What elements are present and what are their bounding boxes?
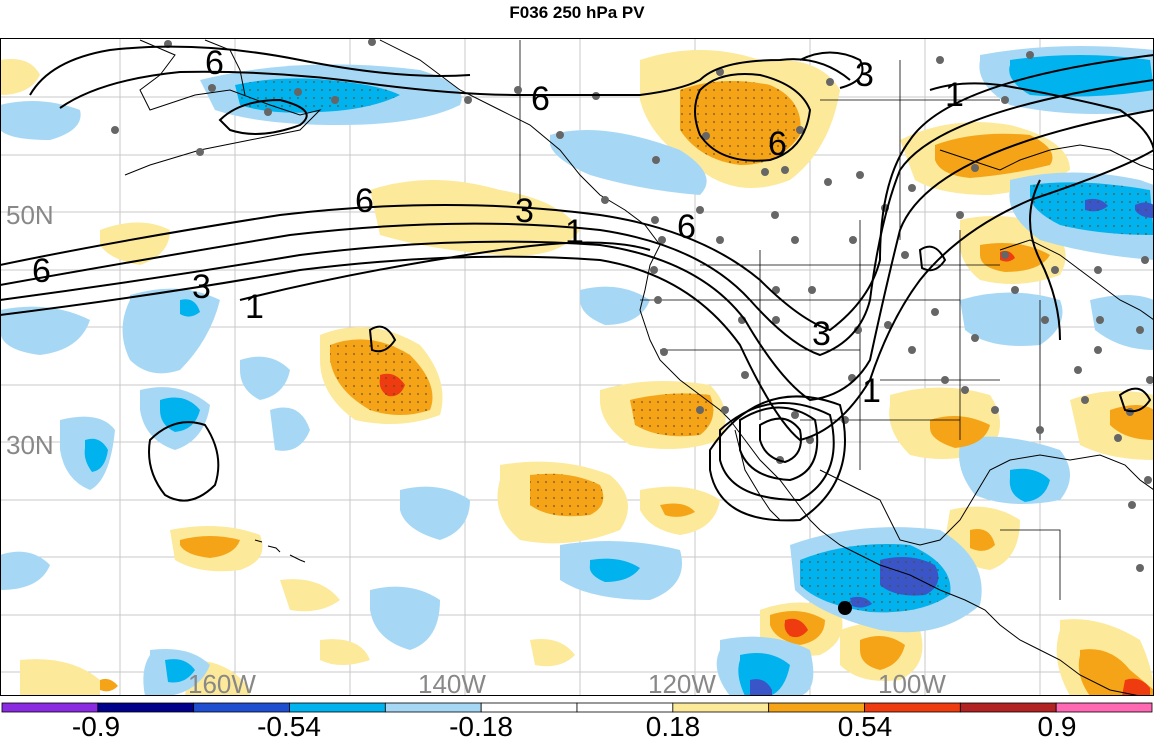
contour-label-3-west: 3 (192, 268, 211, 306)
contour-label-6-coast: 6 (677, 208, 696, 246)
contour-label-1-pacific: 1 (565, 213, 584, 251)
contour-label-6-alaska: 6 (205, 44, 224, 82)
lon-label-120w: 120W (648, 669, 716, 699)
lon-label-100w: 100W (878, 669, 946, 699)
pv-contours (0, 45, 1154, 522)
contour-label-3-south: 3 (812, 315, 831, 353)
state-borders (519, 40, 1061, 600)
coastlines (124, 39, 1154, 696)
colorbar-label-0.9: 0.9 (1038, 711, 1077, 739)
contour-label-3-north: 3 (855, 56, 874, 94)
colorbar-label-0.54: 0.54 (838, 711, 893, 739)
contour-label-6-gulf: 6 (531, 80, 550, 118)
lon-label-140w: 140W (418, 669, 486, 699)
significance-stipple (235, 78, 1154, 613)
lat-label-50n: 50N (6, 200, 54, 230)
highlight-dot (838, 601, 852, 615)
colorbar-label-neg-0.9: -0.9 (72, 711, 120, 739)
colorbar-label-neg-0.18: -0.18 (449, 711, 513, 739)
contour-label-3-pacific: 3 (515, 192, 534, 230)
contour-label-1-south: 1 (862, 372, 881, 410)
lon-label-160w: 160W (188, 669, 256, 699)
colorbar-swatch (1055, 702, 1153, 713)
contour-label-6-west: 6 (32, 252, 51, 290)
map-title: F036 250 hPa PV (509, 3, 645, 22)
contour-label-6-pacific: 6 (355, 182, 374, 220)
contour-label-6-canada: 6 (768, 125, 787, 163)
contour-label-1-north: 1 (945, 76, 964, 114)
colorbar-label-neg-0.54: -0.54 (257, 711, 321, 739)
contour-label-1-west: 1 (245, 288, 264, 326)
lat-label-30n: 30N (6, 430, 54, 460)
colorbar-label-0.18: 0.18 (646, 711, 701, 739)
colorbar (1, 702, 1153, 713)
